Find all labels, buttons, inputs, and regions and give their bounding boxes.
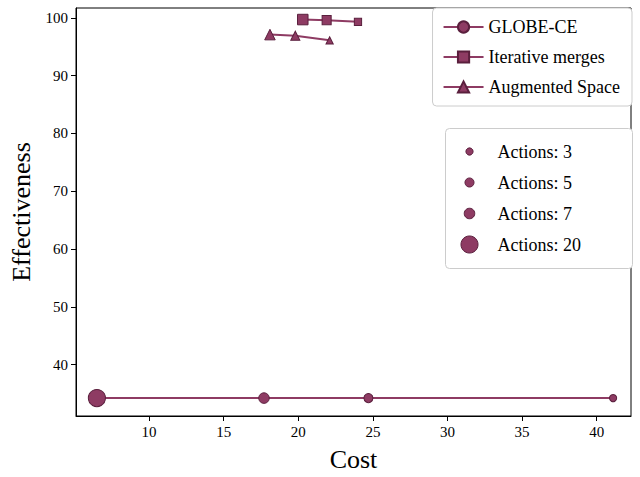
svg-text:80: 80 (53, 125, 68, 141)
svg-text:Augmented Space: Augmented Space (489, 77, 620, 97)
svg-text:GLOBE-CE: GLOBE-CE (489, 17, 578, 37)
svg-text:10: 10 (142, 424, 157, 440)
svg-text:Cost: Cost (330, 445, 378, 474)
svg-text:90: 90 (53, 68, 68, 84)
svg-text:40: 40 (53, 357, 68, 373)
svg-text:Actions: 20: Actions: 20 (498, 235, 582, 255)
svg-text:Actions: 5: Actions: 5 (498, 173, 573, 193)
svg-text:25: 25 (365, 424, 380, 440)
svg-text:60: 60 (53, 241, 68, 257)
svg-text:Effectiveness: Effectiveness (7, 142, 36, 282)
svg-text:35: 35 (515, 424, 530, 440)
svg-text:Actions: 3: Actions: 3 (498, 142, 573, 162)
svg-text:20: 20 (291, 424, 306, 440)
svg-text:Actions: 7: Actions: 7 (498, 204, 573, 224)
svg-text:40: 40 (589, 424, 604, 440)
svg-text:30: 30 (440, 424, 455, 440)
svg-text:15: 15 (216, 424, 231, 440)
svg-text:70: 70 (53, 183, 68, 199)
svg-text:Iterative merges: Iterative merges (489, 47, 605, 67)
svg-text:50: 50 (53, 299, 68, 315)
svg-text:100: 100 (46, 10, 69, 26)
